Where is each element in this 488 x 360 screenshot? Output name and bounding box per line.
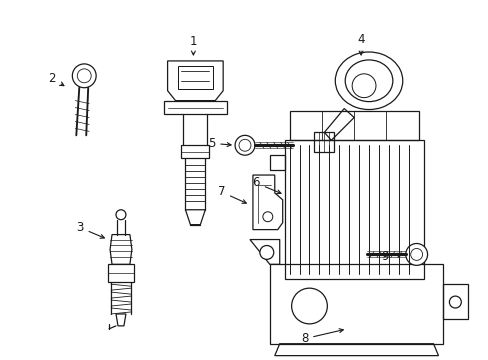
Text: 6: 6 (252, 176, 281, 194)
Circle shape (405, 243, 427, 265)
Bar (289, 111, 418, 140)
Circle shape (72, 64, 96, 88)
Circle shape (448, 296, 460, 308)
Text: 1: 1 (189, 35, 197, 55)
Text: 2: 2 (48, 72, 64, 86)
Circle shape (116, 210, 126, 220)
Text: 3: 3 (76, 221, 104, 238)
Circle shape (351, 74, 375, 98)
Bar (284, 140, 423, 279)
Circle shape (263, 212, 272, 222)
Circle shape (235, 135, 254, 155)
Text: 5: 5 (207, 137, 231, 150)
Circle shape (410, 248, 422, 260)
Circle shape (259, 246, 273, 260)
Circle shape (291, 288, 326, 324)
Text: 7: 7 (217, 185, 246, 203)
Text: 8: 8 (300, 329, 343, 345)
Text: 9: 9 (381, 250, 401, 263)
Circle shape (77, 69, 91, 83)
Circle shape (239, 139, 250, 151)
Text: 4: 4 (357, 33, 364, 55)
Bar (269, 264, 443, 344)
